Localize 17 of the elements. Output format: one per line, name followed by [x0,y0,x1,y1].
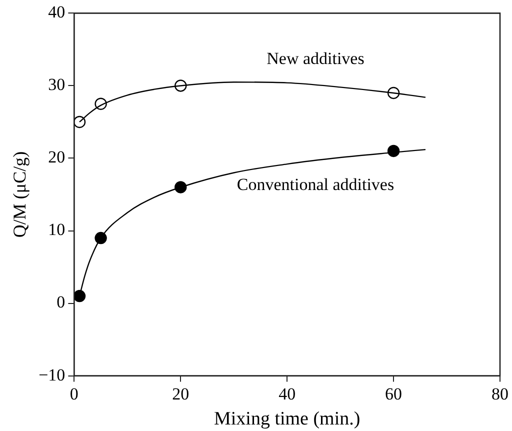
y-tick-label: 0 [56,292,66,312]
point [74,116,86,128]
x-tick-label: 40 [278,384,296,404]
y-tick-label: −10 [38,365,66,384]
x-tick-label: 0 [70,384,78,404]
x-axis-title: Mixing time (min.) [214,408,360,430]
y-tick-label: 20 [48,148,66,167]
y-tick-label: 30 [48,75,66,94]
x-tick-label: 20 [172,384,190,404]
x-tick-label: 60 [385,384,402,404]
point [74,290,86,302]
y-axis-title: Q/M (μC/g) [10,151,30,238]
series-label: New additives [266,48,364,68]
series-label: Conventional additives [236,175,394,194]
x-tick-label: 80 [492,384,508,404]
y-tick-label: 10 [48,220,66,240]
y-tick-label: 40 [48,2,66,22]
